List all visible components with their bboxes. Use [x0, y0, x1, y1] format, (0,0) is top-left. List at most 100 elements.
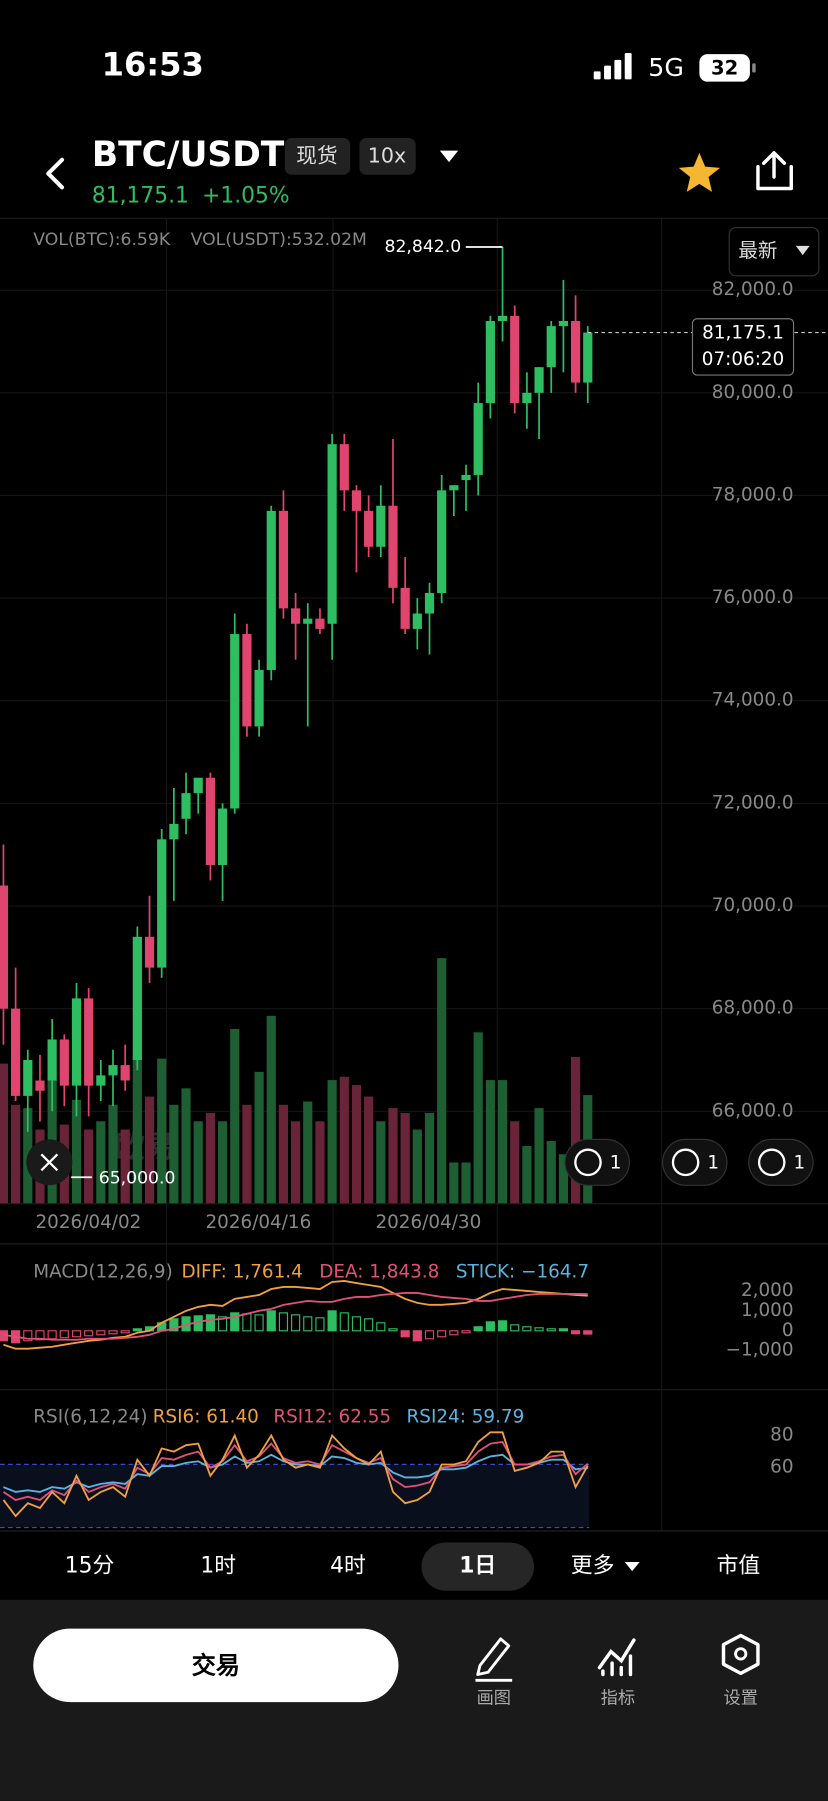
- macd-stick: STICK: −164.7: [456, 1262, 589, 1283]
- macd-bar: [473, 1326, 483, 1332]
- tab[interactable]: 更多: [571, 1554, 615, 1579]
- candle-body: [0, 885, 9, 1009]
- settings-icon[interactable]: [721, 1633, 760, 1676]
- volume-bar: [339, 1076, 349, 1204]
- active-tab: [421, 1542, 535, 1591]
- candle-body: [424, 592, 435, 614]
- macd-tick-label: 1,000: [741, 1300, 794, 1321]
- macd-bar: [400, 1330, 410, 1338]
- volume-bar: [351, 1085, 362, 1204]
- change: +1.05%: [202, 184, 290, 209]
- volume-bar: [71, 1099, 82, 1204]
- badge-count: 1: [793, 1152, 805, 1173]
- rsi6-label: RSI6: 61.40: [153, 1406, 259, 1427]
- y-tick-label: 76,000.0: [712, 587, 794, 608]
- candle-body: [144, 936, 155, 968]
- draw-icon[interactable]: [475, 1637, 513, 1682]
- candle-body: [266, 510, 276, 670]
- macd-tick-label: 2,000: [741, 1280, 794, 1301]
- macd-bar: [47, 1330, 57, 1340]
- candle-body: [485, 320, 495, 404]
- volume-bar: [169, 1104, 179, 1204]
- indicator-icon[interactable]: [597, 1638, 636, 1677]
- tab[interactable]: 1时: [200, 1554, 236, 1579]
- tool-label[interactable]: 设置: [723, 1689, 757, 1709]
- latest-button[interactable]: [728, 226, 820, 277]
- tool-label[interactable]: 画图: [477, 1689, 511, 1709]
- candle-body: [96, 1075, 106, 1086]
- candle-body: [217, 808, 228, 865]
- vol-btc: VOL(BTC):6.59K: [33, 230, 171, 250]
- volume-bar: [84, 1129, 94, 1204]
- macd-bar: [35, 1330, 45, 1341]
- latest-dropdown[interactable]: [795, 245, 810, 256]
- tab[interactable]: 市值: [717, 1554, 761, 1579]
- candle-body: [108, 1065, 118, 1076]
- badge-count: 1: [610, 1152, 622, 1173]
- volume-bar: [522, 1146, 532, 1204]
- volume-bar: [278, 1104, 289, 1204]
- macd-bar: [205, 1314, 215, 1332]
- volume-bar: [473, 1032, 483, 1204]
- back-button[interactable]: [46, 157, 65, 190]
- rsi-tick-label: 80: [770, 1425, 793, 1446]
- trade-button[interactable]: [33, 1628, 399, 1703]
- macd-dea-line: [3, 1291, 588, 1341]
- trade-label[interactable]: 交易: [192, 1651, 240, 1679]
- macd-bar: [96, 1330, 106, 1336]
- candle-body: [546, 326, 556, 368]
- share-button[interactable]: [756, 151, 793, 191]
- volume-bar: [485, 1080, 495, 1204]
- macd-dea: DEA: 1,843.8: [319, 1262, 439, 1283]
- x-label: 2026/04/02: [36, 1212, 142, 1233]
- macd-bar: [217, 1316, 228, 1332]
- candle-body: [364, 510, 374, 547]
- macd-title: MACD(12,26,9): [33, 1262, 172, 1283]
- last-price: 81,175.1: [702, 323, 784, 344]
- macd-bar: [266, 1310, 276, 1332]
- candle-body: [315, 618, 325, 629]
- tab[interactable]: 1日: [459, 1554, 496, 1579]
- volume-bar: [242, 1104, 252, 1204]
- latest-label[interactable]: 最新: [738, 239, 777, 262]
- macd-bar: [59, 1330, 69, 1339]
- pair-dropdown[interactable]: [439, 150, 459, 163]
- volume-bar: [0, 1063, 9, 1204]
- candle-body: [71, 998, 82, 1086]
- candle-body: [522, 392, 532, 404]
- candle-body: [23, 1059, 33, 1096]
- candle-body: [449, 485, 459, 491]
- rsi6-line: [2, 1431, 589, 1518]
- volume-bar: [11, 1104, 21, 1204]
- candle-body: [497, 315, 508, 321]
- macd-bar: [437, 1330, 447, 1338]
- macd-bar: [120, 1330, 130, 1334]
- candle-body: [47, 1039, 57, 1081]
- tool-label[interactable]: 指标: [601, 1689, 635, 1709]
- battery-level: 32: [711, 57, 738, 80]
- macd-tick-label: −1,000: [726, 1340, 794, 1361]
- volume-bar: [412, 1129, 422, 1204]
- candle-body: [84, 998, 94, 1086]
- pair[interactable]: BTC/USDT: [92, 135, 285, 175]
- candle-body: [388, 505, 398, 588]
- badge-icon: [757, 1148, 786, 1177]
- volume-bar: [144, 1096, 155, 1204]
- y-tick-label: 74,000.0: [712, 690, 794, 711]
- volume-bar: [461, 1162, 471, 1204]
- volume-bar: [534, 1108, 544, 1204]
- tab[interactable]: 15分: [65, 1554, 115, 1579]
- volume-bar: [266, 1015, 276, 1204]
- candle-body: [570, 320, 581, 383]
- volume-bar: [376, 1121, 386, 1204]
- rsi24-line: [3, 1453, 588, 1493]
- favorite-star[interactable]: [678, 152, 721, 192]
- rsi24-label: RSI24: 59.79: [407, 1406, 525, 1427]
- tab[interactable]: 4时: [330, 1554, 366, 1579]
- badge-icon: [574, 1148, 602, 1177]
- x-label: 2026/04/30: [375, 1212, 481, 1233]
- volume-bar: [217, 1121, 228, 1204]
- rsi-tick-label: 60: [770, 1457, 793, 1478]
- collapse-icon: [40, 1153, 59, 1172]
